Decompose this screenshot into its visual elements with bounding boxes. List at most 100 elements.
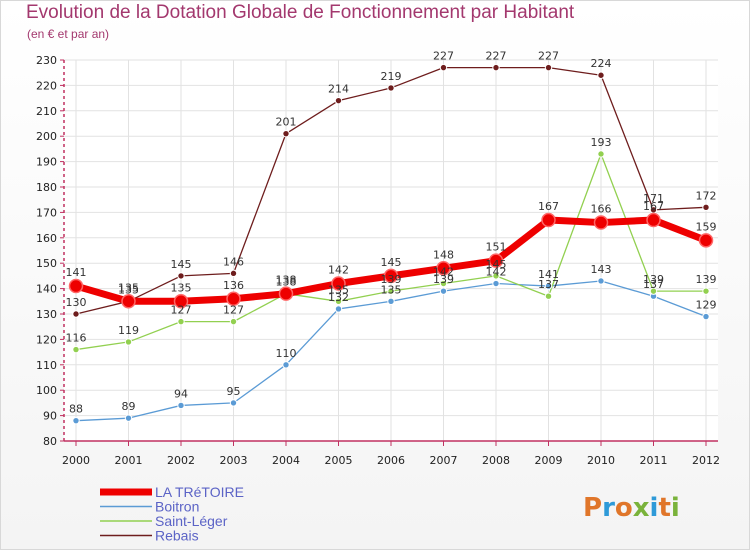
proxiti-logo: Proxiti — [583, 493, 680, 523]
data-label: 116 — [66, 332, 87, 345]
data-label: 141 — [538, 268, 559, 281]
data-label: 138 — [276, 276, 297, 289]
y-tick-label: 170 — [36, 206, 57, 219]
data-label: 151 — [486, 241, 507, 254]
data-label: 138 — [276, 274, 297, 287]
data-point — [436, 261, 451, 276]
data-point — [229, 269, 238, 278]
chart-title: Evolution de la Dotation Globale de Fonc… — [26, 2, 575, 23]
x-tick-label: 2012 — [692, 454, 720, 467]
data-point — [124, 338, 133, 346]
data-label: 227 — [433, 50, 454, 63]
y-tick-label: 80 — [43, 435, 57, 448]
data-point — [72, 416, 80, 425]
data-label: 135 — [171, 281, 192, 294]
data-label: 110 — [276, 347, 297, 360]
x-tick-label: 2011 — [640, 454, 668, 467]
data-label: 142 — [486, 266, 507, 279]
data-label: 137 — [538, 278, 559, 291]
data-label: 167 — [538, 200, 559, 213]
data-label: 139 — [643, 273, 664, 286]
logo-text: Proxiti — [583, 493, 680, 523]
data-label: 159 — [696, 220, 717, 233]
legend-label: Rebais — [155, 528, 199, 544]
data-point — [597, 150, 605, 158]
data-point — [593, 215, 609, 230]
data-point — [121, 294, 136, 309]
data-point — [544, 282, 553, 290]
grid — [64, 59, 718, 442]
data-point — [597, 71, 605, 79]
data-label: 227 — [486, 50, 507, 63]
y-tick-label: 110 — [36, 359, 57, 372]
data-label: 94 — [174, 387, 188, 400]
data-label: 89 — [122, 400, 136, 413]
x-tick-label: 2004 — [272, 454, 300, 467]
data-label: 193 — [591, 136, 612, 149]
data-point — [646, 212, 661, 228]
chart-subtitle: (en € et par an) — [27, 27, 110, 41]
data-label: 129 — [696, 299, 717, 312]
data-point — [439, 279, 448, 288]
y-tick-label: 190 — [36, 156, 57, 169]
data-point — [72, 345, 80, 354]
legend-label: LA TRéTOIRE — [155, 484, 244, 500]
data-label: 166 — [591, 203, 612, 216]
data-point — [387, 84, 395, 92]
data-point — [282, 129, 290, 138]
y-tick-label: 90 — [43, 410, 57, 423]
y-tick-label: 160 — [36, 232, 57, 245]
data-point — [649, 287, 658, 295]
data-point — [488, 253, 504, 268]
data-point — [334, 305, 343, 313]
data-label: 119 — [118, 324, 139, 337]
data-label: 136 — [223, 279, 244, 292]
data-point — [492, 63, 500, 72]
y-tick-label: 100 — [36, 384, 57, 397]
x-tick-label: 2001 — [115, 454, 143, 467]
data-label: 214 — [328, 83, 349, 96]
y-tick-label: 150 — [36, 257, 57, 270]
data-point — [331, 276, 346, 291]
data-point — [334, 297, 343, 305]
x-tick-label: 2008 — [482, 454, 510, 467]
y-tick-label: 200 — [36, 130, 57, 143]
data-point — [702, 203, 710, 212]
y-tick-label: 220 — [36, 79, 57, 92]
data-label: 142 — [328, 264, 349, 277]
data-label: 139 — [696, 273, 717, 286]
x-tick-label: 2006 — [377, 454, 405, 467]
data-label: 227 — [538, 50, 559, 63]
y-tick-label: 180 — [36, 181, 57, 194]
data-point — [226, 291, 241, 307]
data-label: 139 — [381, 273, 402, 286]
data-label: 171 — [643, 192, 664, 205]
axes: 80 90 100 110 120 130 140 150 160 170 180 190 200 210… — [36, 54, 720, 467]
data-label: 148 — [433, 248, 454, 261]
data-point — [387, 297, 395, 305]
data-label: 127 — [171, 304, 192, 317]
data-point — [177, 272, 185, 280]
data-label: 135 — [381, 283, 402, 296]
data-label: 201 — [276, 116, 297, 129]
data-point — [173, 294, 189, 309]
data-label: 143 — [591, 263, 612, 276]
x-tick-label: 2000 — [62, 454, 90, 467]
y-tick-label: 140 — [36, 283, 57, 296]
data-point — [702, 287, 710, 295]
data-label: 146 — [223, 255, 244, 268]
data-point — [541, 212, 556, 228]
data-point — [597, 277, 605, 285]
value-labels: 130 135 145 146 201 214 219 227 227 227 224 171 172 8… — [66, 50, 717, 416]
data-label: 130 — [66, 296, 87, 309]
data-point — [439, 287, 448, 295]
data-point — [492, 279, 500, 288]
data-label: 132 — [328, 291, 349, 304]
data-point — [177, 401, 185, 410]
data-label: 145 — [381, 256, 402, 269]
data-label: 142 — [433, 266, 454, 279]
data-point — [383, 268, 399, 284]
data-point — [698, 233, 714, 248]
